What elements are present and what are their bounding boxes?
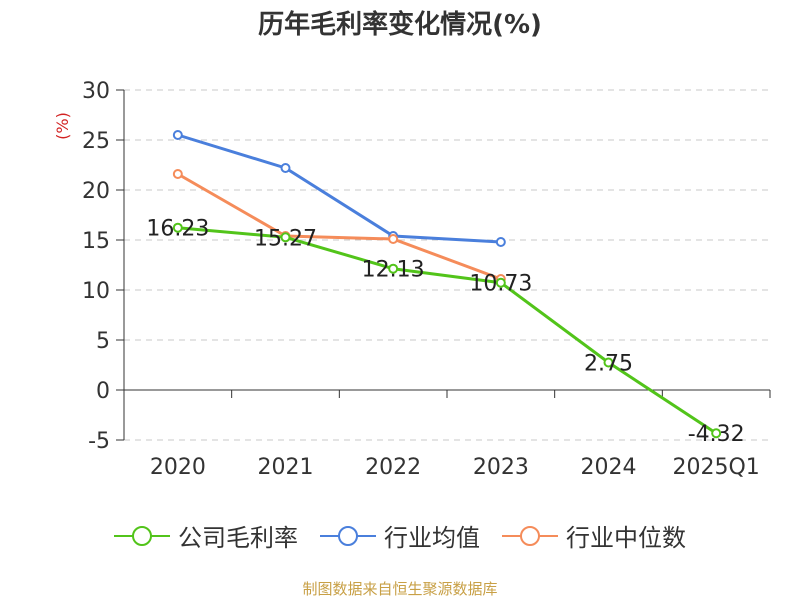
y-tick-label: 30	[82, 79, 110, 104]
grid-layer	[124, 89, 770, 441]
y-tick-label: -5	[88, 429, 110, 454]
y-tick-label: 20	[82, 179, 110, 204]
x-tick-label: 2021	[258, 455, 314, 480]
axis-layer: 30 25 20 15 10 5 0 -5 2020 2021 2022 2023 2024 2025Q1	[82, 79, 771, 480]
chart-title: 历年毛利率变化情况(%)	[258, 10, 542, 40]
series-layer	[172, 130, 722, 439]
series-line-0	[177, 226, 717, 435]
data-point	[172, 169, 183, 179]
x-tick-label: 2020	[150, 455, 206, 480]
legend-label: 公司毛利率	[178, 524, 298, 552]
data-point	[172, 130, 183, 140]
legend-label: 行业均值	[384, 524, 480, 552]
data-point	[388, 263, 399, 274]
data-label: 12.13	[362, 258, 425, 283]
x-tick-label: 2024	[581, 455, 637, 480]
y-tick-label: 10	[82, 279, 110, 304]
data-point	[495, 237, 506, 247]
data-point	[280, 163, 291, 173]
legend-swatch-icon	[114, 525, 170, 546]
x-tick-label: 2022	[365, 455, 421, 480]
x-tick-label: 2023	[473, 455, 529, 480]
data-label: 10.73	[469, 272, 532, 297]
data-point	[280, 232, 291, 243]
data-label: -4.32	[688, 422, 745, 447]
legend-item[interactable]: 公司毛利率	[114, 518, 298, 553]
legend-item[interactable]: 行业中位数	[502, 518, 686, 553]
data-label-layer: 16.23 15.27 12.13 10.73 2.75 -4.32	[146, 217, 744, 448]
y-tick-label: 15	[82, 229, 110, 254]
legend: 公司毛利率 行业均值 行业中位数	[0, 518, 800, 553]
legend-label: 行业中位数	[566, 524, 686, 552]
source-note: 制图数据来自恒生聚源数据库	[302, 580, 498, 598]
y-tick-label: 5	[96, 329, 110, 354]
legend-item[interactable]: 行业均值	[320, 518, 480, 553]
data-label: 15.27	[254, 226, 317, 251]
series-line-2	[177, 172, 502, 281]
y-axis-title: (%)	[53, 112, 72, 140]
data-point	[172, 222, 183, 233]
y-tick-label: 0	[96, 379, 110, 404]
data-point	[495, 277, 506, 288]
data-point	[603, 357, 614, 368]
legend-swatch-icon	[502, 525, 558, 546]
y-tick-label: 25	[82, 129, 110, 154]
data-label: 16.23	[146, 217, 209, 242]
x-tick-label: 2025Q1	[673, 455, 760, 480]
data-point	[388, 234, 399, 244]
series-line-1	[177, 133, 501, 244]
data-label: 2.75	[584, 352, 633, 377]
legend-swatch-icon	[320, 525, 376, 546]
data-point	[711, 428, 722, 439]
